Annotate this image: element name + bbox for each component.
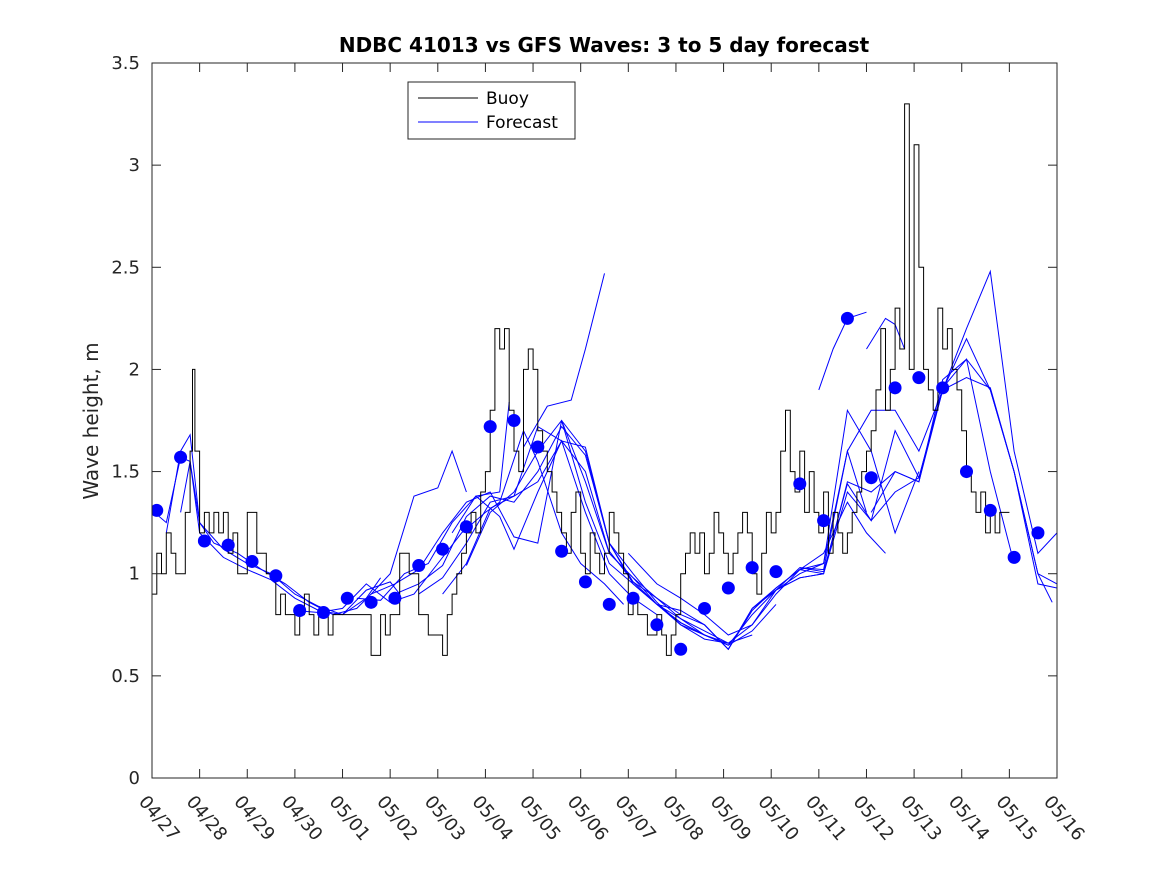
forecast-line-15 <box>799 269 1057 571</box>
forecast-point <box>436 542 450 556</box>
forecast-line-2 <box>180 461 401 616</box>
forecast-point <box>698 601 712 615</box>
forecast-point <box>1007 550 1021 564</box>
forecast-point <box>936 381 950 395</box>
legend-box <box>407 81 576 140</box>
forecast-line-7 <box>418 440 753 644</box>
forecast-point <box>817 514 831 528</box>
forecast-point <box>293 603 307 617</box>
forecast-line-19 <box>451 402 510 534</box>
forecast-point <box>793 477 807 491</box>
forecast-point <box>152 503 164 517</box>
legend-forecast-label: Forecast <box>486 113 558 133</box>
forecast-point <box>174 450 188 464</box>
forecast-point <box>840 311 854 325</box>
forecast-point <box>983 503 997 517</box>
y-tick-label: 0 <box>129 768 140 789</box>
y-tick-label: 1.5 <box>111 462 140 483</box>
forecast-point <box>364 595 378 609</box>
forecast-line-18 <box>370 449 467 595</box>
forecast-point <box>507 414 521 427</box>
plot-area <box>152 103 1057 656</box>
legend: Buoy Forecast <box>407 81 576 140</box>
forecast-point <box>269 569 283 583</box>
forecast-point <box>555 544 569 558</box>
forecast-line-4 <box>356 439 658 616</box>
forecast-point <box>745 561 759 575</box>
forecast-point <box>721 581 735 595</box>
forecast-point <box>197 534 211 548</box>
forecast-line-22 <box>627 501 886 636</box>
y-tick-label: 1 <box>129 564 140 585</box>
forecast-point <box>412 559 426 573</box>
y-tick-label: 3.5 <box>111 53 140 74</box>
forecast-line-17 <box>870 337 1053 603</box>
axes-box <box>151 62 1058 779</box>
legend-buoy-label: Buoy <box>486 89 529 109</box>
chart-title: NDBC 41013 vs GFS Waves: 3 to 5 day fore… <box>339 33 870 57</box>
forecast-point <box>459 520 473 534</box>
forecast-point <box>864 471 878 485</box>
forecast-point <box>340 591 354 605</box>
y-axis-label: Wave height, m <box>79 342 103 499</box>
forecast-point <box>388 591 402 605</box>
forecast-point <box>912 371 926 385</box>
forecast-point <box>674 642 688 656</box>
forecast-point <box>1031 526 1045 540</box>
forecast-line-20 <box>523 273 605 448</box>
forecast-line-16 <box>818 311 867 391</box>
forecast-point <box>888 381 902 395</box>
forecast-point <box>626 591 640 605</box>
forecast-line-10 <box>561 420 867 646</box>
forecast-point <box>245 554 259 568</box>
y-tick-label: 0.5 <box>111 666 140 687</box>
forecast-point <box>769 565 783 579</box>
forecast-line-6 <box>394 425 729 644</box>
forecast-point <box>531 440 545 454</box>
y-tick-label: 2 <box>129 359 140 380</box>
forecast-point <box>960 465 973 479</box>
forecast-point <box>602 597 616 611</box>
y-tick-label: 3 <box>129 155 140 176</box>
forecast-point <box>578 575 592 589</box>
forecast-point <box>316 606 330 620</box>
y-tick-label: 2.5 <box>111 257 140 278</box>
forecast-line-9 <box>465 419 824 644</box>
forecast-point <box>483 420 497 434</box>
forecast-point <box>650 618 664 632</box>
forecast-point <box>221 538 235 552</box>
forecast-line-1 <box>165 433 382 616</box>
